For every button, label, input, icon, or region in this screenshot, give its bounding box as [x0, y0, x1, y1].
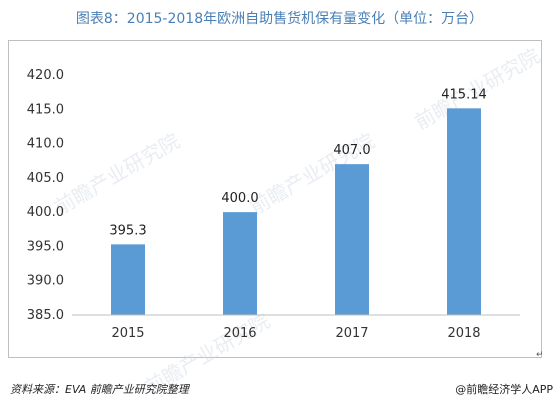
- chart-area: [8, 40, 542, 358]
- data-label: 400.0: [221, 191, 258, 206]
- y-tick-label: 395.0: [27, 239, 64, 254]
- x-tick-label: 2018: [447, 326, 480, 341]
- source-note: 资料来源：EVA 前瞻产业研究院整理: [10, 383, 189, 396]
- bar-2018: [447, 108, 481, 315]
- brand-credit: @前瞻经济学人APP: [455, 383, 553, 396]
- y-tick-label: 415.0: [27, 102, 64, 117]
- bar-2016: [223, 212, 257, 315]
- y-tick-label: 405.0: [27, 171, 64, 186]
- bar-2017: [335, 164, 369, 315]
- data-labels-group: 395.3 400.0 407.0 415.14: [109, 87, 486, 238]
- x-axis: 2015 2016 2017 2018: [72, 314, 520, 341]
- y-tick-label: 410.0: [27, 137, 64, 152]
- y-tick-label: 385.0: [27, 308, 64, 323]
- x-tick-label: 2016: [223, 326, 256, 341]
- chart-title: 图表8：2015-2018年欧洲自助售货机保有量变化（单位：万台）: [75, 11, 484, 27]
- return-mark: ↵: [536, 350, 544, 360]
- bar-2015: [111, 244, 145, 315]
- data-label: 407.0: [333, 143, 370, 158]
- data-label: 395.3: [109, 223, 146, 238]
- x-tick-label: 2017: [335, 326, 368, 341]
- data-label: 415.14: [441, 87, 487, 102]
- bars-group: [111, 108, 481, 315]
- y-tick-label: 400.0: [27, 205, 64, 220]
- x-tick-label: 2015: [111, 326, 144, 341]
- y-tick-label: 390.0: [27, 274, 64, 289]
- y-axis: 385.0 390.0 395.0 400.0 405.0 410.0 415.0 420.0: [27, 68, 64, 323]
- y-tick-label: 420.0: [27, 68, 64, 83]
- watermark-text: 前瞻产业研究院: [51, 129, 184, 220]
